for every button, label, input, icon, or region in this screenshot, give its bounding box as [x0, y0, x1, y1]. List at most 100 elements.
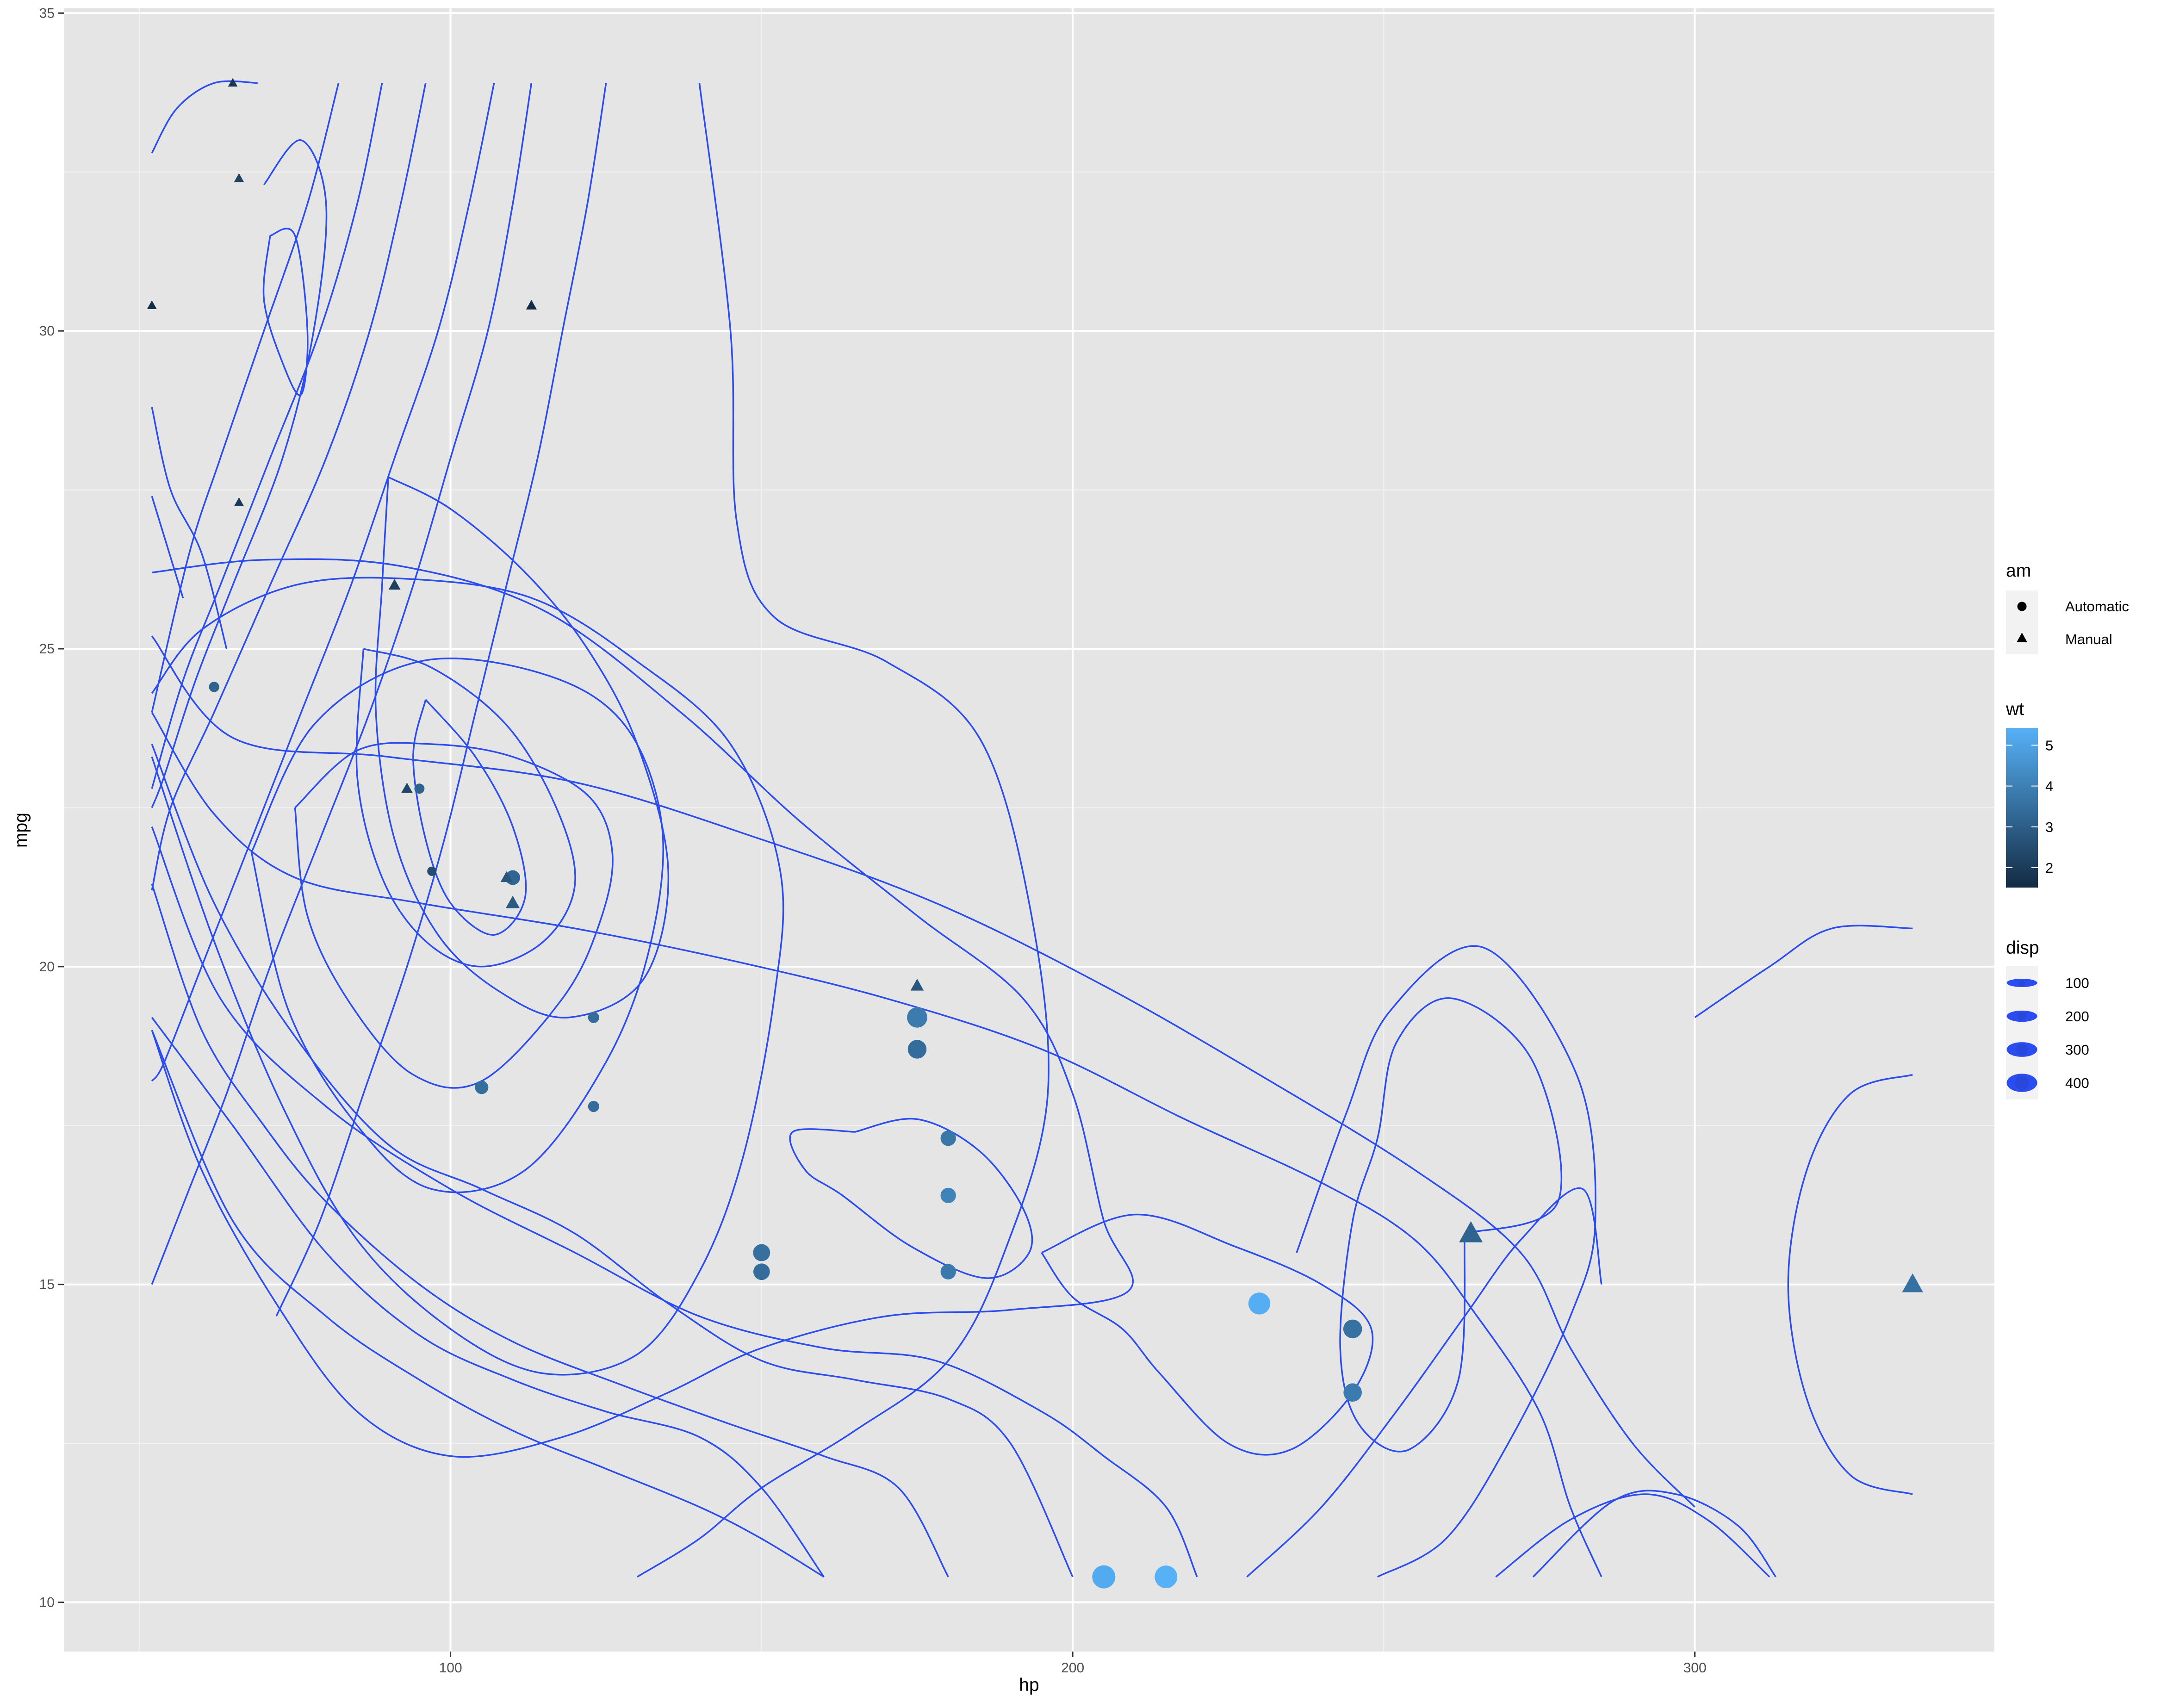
data-point-manual — [234, 173, 244, 182]
legend-am-label-manual: Manual — [2065, 631, 2112, 647]
data-point-automatic — [940, 1264, 956, 1279]
legend-am-title: am — [2006, 561, 2031, 581]
plot-background — [64, 8, 1994, 1652]
legend-wt-tick-label: 5 — [2045, 737, 2053, 753]
data-point-automatic — [907, 1007, 927, 1028]
density-contour-line — [294, 742, 614, 1089]
axis-ticks — [58, 12, 1696, 1657]
density-contour-line — [151, 83, 383, 789]
data-point-manual — [228, 78, 238, 87]
density-contour-line — [151, 80, 258, 154]
density-contour-line — [151, 407, 228, 649]
density-contour-line — [151, 826, 1198, 1578]
y-tick-label: 30 — [39, 323, 55, 339]
data-point-manual — [1459, 1221, 1483, 1242]
density-contour-line — [250, 658, 664, 1193]
legend-wt-tick-label: 2 — [2045, 860, 2053, 876]
density-contour-line — [151, 82, 340, 713]
minor-gridlines — [64, 8, 1994, 1652]
data-point-automatic — [1248, 1292, 1271, 1315]
data-point-automatic — [940, 1187, 956, 1204]
legend-am-label-automatic: Automatic — [2065, 598, 2129, 615]
density-contour-line — [1787, 1074, 1913, 1495]
density-contour-line — [262, 228, 309, 397]
density-contour-line — [151, 83, 533, 1285]
legend-disp-key-overlay — [2008, 1011, 2036, 1021]
legend-disp-keys: 100 200 300 400 — [2006, 966, 2089, 1099]
density-contour-line — [151, 139, 328, 808]
density-contour-line — [1041, 1213, 1374, 1456]
y-tick-label: 35 — [39, 6, 55, 21]
data-point-manual — [401, 783, 413, 793]
data-point-automatic — [588, 1012, 599, 1023]
legend-disp-label: 200 — [2065, 1008, 2089, 1025]
legend-wt-title: wt — [2006, 699, 2024, 719]
legend-disp-title: disp — [2006, 938, 2039, 958]
density-contour-line — [275, 83, 607, 1317]
data-point-manual — [500, 871, 513, 882]
data-point-automatic — [475, 1081, 489, 1094]
density-contour-line — [1339, 997, 1563, 1453]
density-contour-line — [1296, 945, 1596, 1578]
density-contour-line — [151, 83, 427, 891]
legend-wt-ticks: 5 4 3 2 — [2006, 737, 2053, 876]
x-tick-label: 300 — [1683, 1660, 1707, 1676]
data-point-automatic — [1155, 1565, 1178, 1589]
y-tick-label: 20 — [39, 959, 55, 975]
legend-disp-key-overlay — [2008, 1075, 2036, 1091]
data-point-manual — [910, 979, 924, 991]
density-contour-line — [1495, 1493, 1770, 1578]
data-point-automatic — [753, 1244, 770, 1261]
density-contour-line — [374, 476, 670, 1019]
density-contour-line — [151, 712, 1602, 1578]
x-tick-label: 200 — [1061, 1660, 1084, 1676]
density-contour-line — [151, 1030, 825, 1578]
density-contour-line — [1532, 1490, 1776, 1578]
density-contour-line — [412, 699, 527, 936]
data-point-automatic — [427, 866, 437, 876]
data-point-manual — [234, 497, 244, 506]
density-contour-line — [637, 83, 1049, 1578]
data-point-manual — [526, 300, 537, 310]
data-point-automatic — [940, 1130, 956, 1146]
density-contour-line — [151, 558, 1134, 1458]
legend-wt: wt 5 4 3 2 — [2006, 699, 2053, 888]
y-tick-label: 15 — [39, 1277, 55, 1292]
legend-am-circle-icon — [2017, 602, 2027, 611]
legend-am: am Automatic Manual — [2006, 561, 2129, 654]
legend-wt-tick-label: 3 — [2045, 819, 2053, 835]
data-points — [147, 78, 1923, 1589]
density-contour-line — [151, 883, 949, 1578]
legend-disp-key-overlay — [2008, 980, 2036, 986]
density-contour-line — [151, 83, 495, 1082]
density-contour-line — [151, 496, 184, 598]
legend-disp-label: 400 — [2065, 1075, 2089, 1091]
data-point-manual — [505, 895, 520, 908]
density-contour-line — [1246, 1187, 1602, 1578]
data-point-automatic — [414, 783, 425, 794]
data-point-automatic — [907, 1040, 927, 1059]
data-point-automatic — [1343, 1319, 1362, 1339]
legend-disp-label: 300 — [2065, 1042, 2089, 1058]
legend-am-triangle-icon — [2017, 633, 2027, 642]
density-contour-line — [789, 1118, 1033, 1279]
legend-wt-colorbar — [2006, 728, 2038, 888]
data-point-automatic — [588, 1100, 599, 1112]
legend-disp-key-overlay — [2008, 1043, 2036, 1056]
density-contour-line — [151, 1017, 825, 1578]
legend-disp: disp 100 200 300 400 — [2006, 938, 2089, 1099]
legend-disp-label: 100 — [2065, 975, 2089, 991]
x-axis-tick-labels: 100 200 300 — [439, 1660, 1707, 1676]
density-contour-line — [1694, 925, 1913, 1019]
x-axis-title: hp — [1019, 1675, 1039, 1695]
data-point-manual — [388, 579, 401, 590]
legend-wt-tick-label: 4 — [2045, 778, 2053, 795]
y-axis-title: mpg — [11, 813, 31, 848]
y-tick-label: 10 — [39, 1595, 55, 1610]
density-contours — [151, 80, 1913, 1578]
density-contour-line — [355, 648, 576, 968]
y-axis-tick-labels: 10 15 20 25 30 35 — [39, 6, 55, 1610]
data-point-automatic — [209, 682, 219, 692]
data-point-manual — [1902, 1273, 1923, 1292]
